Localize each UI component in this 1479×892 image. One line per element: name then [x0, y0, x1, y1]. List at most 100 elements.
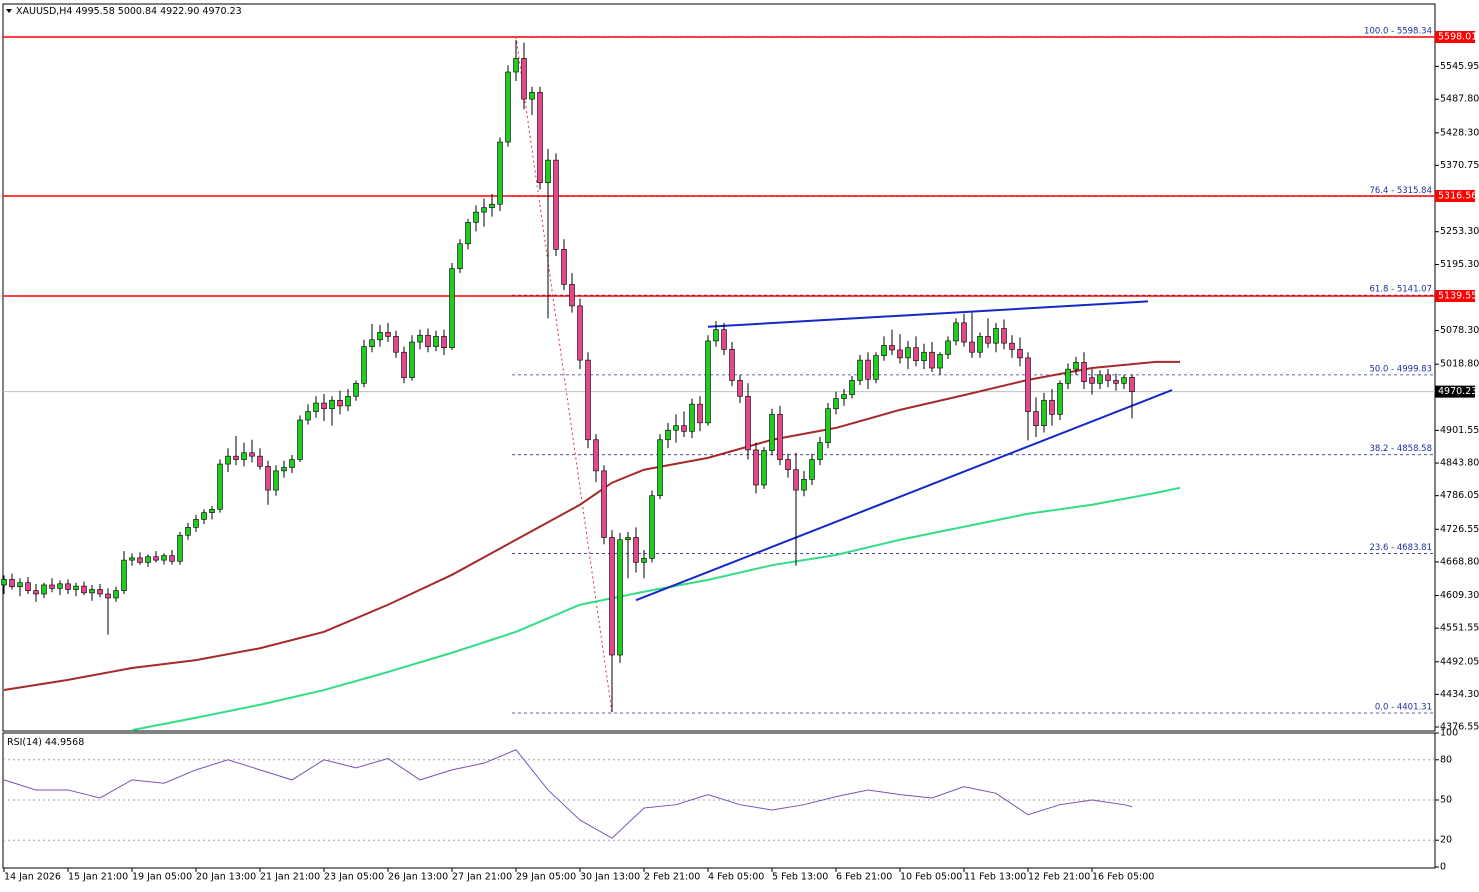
- candle-body: [513, 58, 519, 73]
- candle-body: [369, 339, 375, 347]
- price-box: [1435, 289, 1475, 302]
- candle-body: [473, 211, 479, 223]
- x-tick-label: 19 Jan 05:00: [132, 872, 192, 883]
- candle-body: [1041, 399, 1047, 426]
- candle-body: [641, 558, 647, 563]
- candle-body: [1073, 362, 1079, 370]
- candle-body: [649, 495, 655, 559]
- candle-body: [481, 207, 487, 213]
- candle-body: [1113, 380, 1119, 384]
- candle-body: [257, 455, 263, 467]
- rsi-header: RSI(14) 44.9568: [7, 737, 84, 748]
- candle-body: [289, 459, 295, 468]
- candle-body: [801, 479, 807, 491]
- rsi-line: [3, 749, 1133, 839]
- price-box-label: 5316.56: [1438, 190, 1477, 201]
- candle-body: [537, 92, 543, 184]
- rsi-tick-label: 0: [1440, 862, 1446, 873]
- x-tick-label: 29 Jan 05:00: [516, 872, 576, 883]
- y-tick-label: 5487.80: [1440, 94, 1479, 105]
- candle-body: [577, 305, 583, 361]
- candle-body: [209, 508, 215, 513]
- candle-body: [873, 355, 879, 380]
- candle-body: [865, 359, 871, 380]
- candle-body: [945, 340, 951, 355]
- candle-body: [689, 403, 695, 432]
- candle-body: [337, 399, 343, 407]
- candle-body: [673, 425, 679, 431]
- candle-body: [721, 329, 727, 350]
- y-tick-label: 4668.80: [1440, 556, 1479, 567]
- trendline: [635, 389, 1173, 602]
- candle-body: [905, 347, 911, 359]
- ohlc-value: 4922.90: [157, 6, 199, 17]
- rsi-tick-label: 100: [1440, 728, 1458, 739]
- candle-body: [977, 336, 983, 353]
- candle-body: [81, 585, 87, 594]
- x-tick-label: 2 Feb 21:00: [644, 872, 700, 883]
- candle-body: [921, 351, 927, 361]
- candle-body: [57, 583, 63, 589]
- candle-body: [25, 582, 31, 591]
- candle-body: [937, 354, 943, 369]
- candle-body: [785, 459, 791, 471]
- candle-body: [881, 345, 887, 356]
- candle-body: [33, 590, 39, 595]
- candle-body: [1121, 377, 1127, 384]
- price-box: [1435, 30, 1475, 43]
- candle-body: [1105, 374, 1111, 381]
- candle-body: [417, 334, 423, 343]
- candle-body: [1017, 349, 1023, 359]
- candle-body: [625, 537, 631, 541]
- candle-body: [297, 419, 303, 460]
- y-tick-label: 4843.80: [1440, 458, 1479, 469]
- x-tick-label: 15 Jan 21:00: [68, 872, 128, 883]
- candle-body: [193, 519, 199, 528]
- candle-body: [9, 579, 15, 587]
- candle-body: [65, 583, 71, 590]
- y-tick-label: 5018.80: [1440, 359, 1479, 370]
- candle-body: [393, 336, 399, 353]
- candle-body: [49, 584, 55, 589]
- candle-body: [97, 589, 103, 595]
- candle-body: [561, 249, 567, 285]
- candle-body: [225, 455, 231, 465]
- price-box: [1435, 189, 1475, 202]
- y-tick-label: 5370.75: [1440, 160, 1479, 171]
- candle-body: [425, 334, 431, 347]
- candle-body: [601, 470, 607, 538]
- x-tick-label: 6 Feb 21:00: [836, 872, 892, 883]
- candle-body: [465, 221, 471, 245]
- candle-body: [353, 382, 359, 397]
- candle-body: [521, 58, 527, 100]
- candle-body: [985, 336, 991, 344]
- ohlc-value: 5000.84: [115, 6, 157, 17]
- x-tick-label: 21 Jan 21:00: [260, 872, 320, 883]
- candle-body: [321, 402, 327, 410]
- candle-body: [377, 332, 383, 341]
- candle-body: [1, 579, 7, 586]
- main-panel: [2, 3, 1436, 732]
- rsi-tick-label: 50: [1440, 795, 1452, 806]
- y-tick-label: 4434.30: [1440, 689, 1479, 700]
- candle-body: [409, 341, 415, 378]
- moving-average: [3, 360, 1180, 692]
- candle-body: [161, 555, 167, 561]
- candle-body: [433, 336, 439, 347]
- candle-body: [769, 414, 775, 451]
- candle-body: [841, 394, 847, 399]
- candle-body: [1081, 362, 1087, 382]
- candle-body: [961, 322, 967, 343]
- candle-body: [889, 345, 895, 351]
- candle-body: [361, 346, 367, 384]
- candle-body: [713, 329, 719, 342]
- trendline: [707, 300, 1149, 328]
- y-tick-label: 4726.55: [1440, 524, 1479, 535]
- x-tick-label: 30 Jan 13:00: [580, 872, 640, 883]
- rsi-value: 44.9568: [45, 737, 84, 748]
- candle-body: [929, 351, 935, 369]
- rsi-tick-label: 80: [1440, 754, 1452, 765]
- candle-body: [489, 203, 495, 208]
- y-tick-label: 5253.30: [1440, 226, 1479, 237]
